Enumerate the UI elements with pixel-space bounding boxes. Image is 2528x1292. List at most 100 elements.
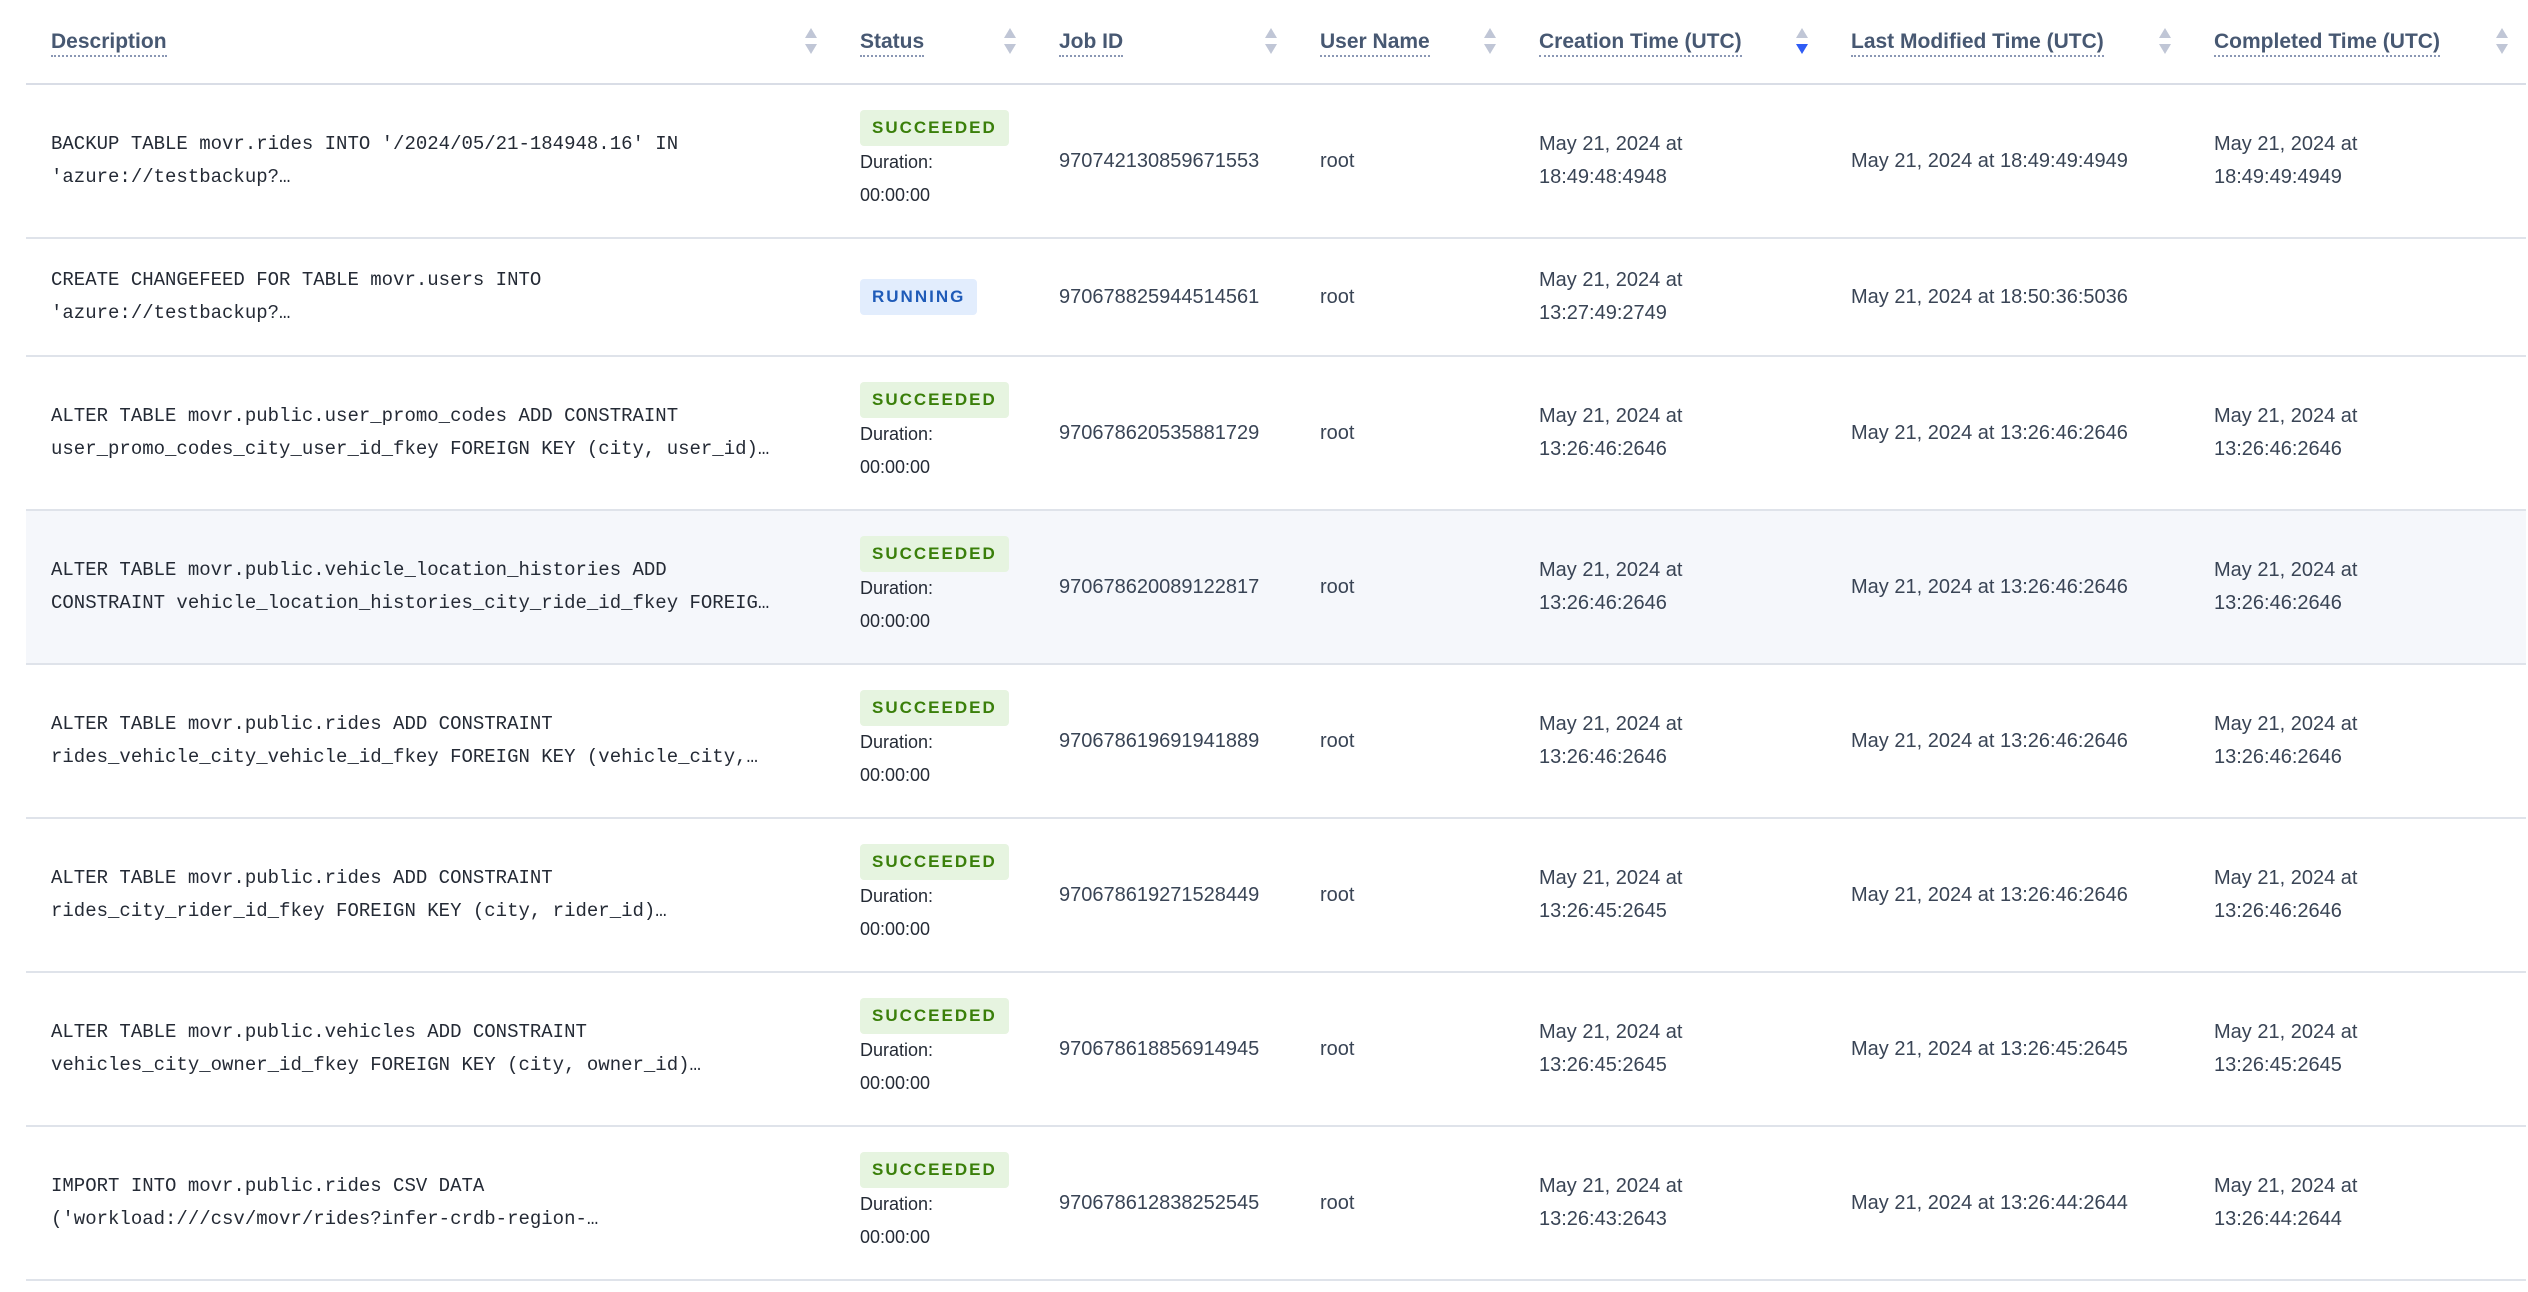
sort-icon[interactable] [2496,28,2508,56]
creation-time-cell: May 21, 2024 at 13:26:46:2646 [1514,664,1826,819]
description-line-1[interactable]: BACKUP TABLE movr.rides INTO '/2024/05/2… [51,133,679,155]
column-label[interactable]: Completed Time (UTC) [2214,29,2440,57]
description-line-1[interactable]: ALTER TABLE movr.public.vehicle_location… [51,559,667,581]
column-label[interactable]: Last Modified Time (UTC) [1851,29,2104,57]
table-row[interactable]: CREATE CHANGEFEED FOR TABLE movr.users I… [26,238,2526,357]
completed-time: May 21, 2024 at [2214,1021,2358,1043]
status-cell: RUNNING [835,238,1034,357]
sort-down-icon [1265,44,1277,54]
table-row[interactable]: ALTER TABLE movr.public.rides ADD CONSTR… [26,664,2526,819]
duration-label: Duration: [860,732,934,752]
column-label[interactable]: Status [860,29,925,57]
table-row[interactable]: IMPORT INTO movr.public.rides CSV DATA ('… [26,1126,2526,1281]
column-header-description[interactable]: Description [26,0,835,85]
job-id-cell: 970678619271528449 [1034,818,1295,973]
column-header-creation-time[interactable]: Creation Time (UTC) [1514,0,1826,85]
column-label[interactable]: Description [51,29,167,57]
completed-time-cell: May 21, 2024 at 13:26:46:2646 [2189,818,2526,973]
description-line-2[interactable]: vehicles_city_owner_id_fkey FOREIGN KEY … [51,1054,701,1076]
description-cell[interactable]: ALTER TABLE movr.public.user_promo_codes… [26,356,835,511]
description-cell[interactable]: ALTER TABLE movr.public.vehicle_location… [26,510,835,665]
last-modified-time-cell: May 21, 2024 at 18:50:36:5036 [1826,238,2189,357]
job-id-cell: 970678620535881729 [1034,356,1295,511]
creation-date: May 21, 2024 at [1539,867,1683,889]
description-line-1[interactable]: ALTER TABLE movr.public.rides ADD CONSTR… [51,867,553,889]
status-badge: SUCCEEDED [860,1152,1009,1188]
status-badge: SUCCEEDED [860,844,1009,880]
status-badge: SUCCEEDED [860,536,1009,572]
sort-icon[interactable] [1484,28,1496,56]
sort-up-icon [1004,28,1016,38]
column-label[interactable]: Creation Time (UTC) [1539,29,1742,57]
sort-down-icon [1004,44,1016,54]
column-label[interactable]: Job ID [1059,29,1124,57]
column-header-status[interactable]: Status [835,0,1034,85]
description-cell[interactable]: IMPORT INTO movr.public.rides CSV DATA ('… [26,1126,835,1281]
job-id-cell: 970742130859671553 [1034,84,1295,239]
completed-time-clock: 13:26:46:2646 [2214,746,2342,768]
status-badge: SUCCEEDED [860,998,1009,1034]
status-cell: SUCCEEDED Duration: 00:00:00 [835,84,1034,239]
description-cell[interactable]: CREATE CHANGEFEED FOR TABLE movr.users I… [26,238,835,357]
description-cell[interactable]: ALTER TABLE movr.public.rides ADD CONSTR… [26,818,835,973]
status-badge: RUNNING [860,279,978,315]
last-modified-time-cell: May 21, 2024 at 18:49:49:4949 [1826,84,2189,239]
duration-label: Duration: [860,152,934,172]
sort-icon[interactable] [1265,28,1277,56]
status-badge: SUCCEEDED [860,690,1009,726]
description-cell[interactable]: ALTER TABLE movr.public.vehicles ADD CON… [26,972,835,1127]
completed-time: May 21, 2024 at [2214,559,2358,581]
table-row[interactable]: ALTER TABLE movr.public.vehicles ADD CON… [26,972,2526,1127]
duration-value: 00:00:00 [860,1227,931,1247]
table-row[interactable]: BACKUP TABLE movr.rides INTO '/2024/05/2… [26,84,2526,239]
description-line-1[interactable]: ALTER TABLE movr.public.rides ADD CONSTR… [51,713,553,735]
description-line-1[interactable]: ALTER TABLE movr.public.vehicles ADD CON… [51,1021,587,1043]
status-cell: SUCCEEDED Duration: 00:00:00 [835,356,1034,511]
description-cell[interactable]: ALTER TABLE movr.public.rides ADD CONSTR… [26,664,835,819]
completed-time-cell [2189,238,2526,357]
job-id-cell: 970678619691941889 [1034,664,1295,819]
creation-clock: 13:26:45:2645 [1539,1054,1667,1076]
column-header-job-id[interactable]: Job ID [1034,0,1295,85]
column-header-last-modified-time[interactable]: Last Modified Time (UTC) [1826,0,2189,85]
sort-icon[interactable] [1004,28,1016,56]
description-line-2[interactable]: rides_vehicle_city_vehicle_id_fkey FOREI… [51,746,758,768]
completed-time-cell: May 21, 2024 at 13:26:46:2646 [2189,356,2526,511]
creation-time-cell: May 21, 2024 at 13:26:46:2646 [1514,356,1826,511]
description-cell[interactable]: BACKUP TABLE movr.rides INTO '/2024/05/2… [26,84,835,239]
sort-down-icon [1796,44,1808,54]
table-body: BACKUP TABLE movr.rides INTO '/2024/05/2… [26,84,2526,1281]
duration-value: 00:00:00 [860,457,931,477]
sort-icon[interactable] [805,28,817,56]
user-name-cell: root [1295,1126,1514,1281]
creation-time-cell: May 21, 2024 at 13:26:45:2645 [1514,818,1826,973]
column-header-completed-time[interactable]: Completed Time (UTC) [2189,0,2526,85]
description-line-2[interactable]: CONSTRAINT vehicle_location_histories_ci… [51,592,770,614]
description-line-2[interactable]: rides_city_rider_id_fkey FOREIGN KEY (ci… [51,900,667,922]
completed-time: May 21, 2024 at [2214,133,2358,155]
creation-time-cell: May 21, 2024 at 13:26:43:2643 [1514,1126,1826,1281]
table-row[interactable]: ALTER TABLE movr.public.rides ADD CONSTR… [26,818,2526,973]
creation-clock: 18:49:48:4948 [1539,166,1667,188]
description-line-2[interactable]: user_promo_codes_city_user_id_fkey FOREI… [51,438,770,460]
sort-icon[interactable] [2159,28,2171,56]
job-id-cell: 970678618856914945 [1034,972,1295,1127]
table-row[interactable]: ALTER TABLE movr.public.vehicle_location… [26,510,2526,665]
column-header-user-name[interactable]: User Name [1295,0,1514,85]
sort-down-icon [805,44,817,54]
description-line-1[interactable]: CREATE CHANGEFEED FOR TABLE movr.users I… [51,269,542,291]
description-line-2[interactable]: 'azure://testbackup?… [51,166,291,188]
duration-label: Duration: [860,886,934,906]
table-row[interactable]: ALTER TABLE movr.public.user_promo_codes… [26,356,2526,511]
sort-up-icon [1796,28,1808,38]
description-line-2[interactable]: ('workload:///csv/movr/rides?infer-crdb-… [51,1208,599,1230]
duration-value: 00:00:00 [860,765,931,785]
creation-clock: 13:26:45:2645 [1539,900,1667,922]
description-line-1[interactable]: IMPORT INTO movr.public.rides CSV DATA [51,1175,485,1197]
duration-value: 00:00:00 [860,1073,931,1093]
sort-icon[interactable] [1796,28,1808,56]
last-modified-time-cell: May 21, 2024 at 13:26:44:2644 [1826,1126,2189,1281]
column-label[interactable]: User Name [1320,29,1430,57]
description-line-1[interactable]: ALTER TABLE movr.public.user_promo_codes… [51,405,679,427]
description-line-2[interactable]: 'azure://testbackup?… [51,302,291,324]
